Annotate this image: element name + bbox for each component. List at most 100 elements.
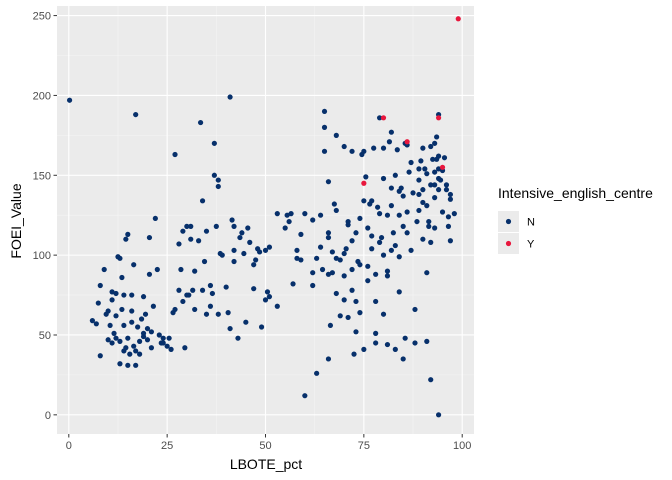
data-point-n [253,257,259,263]
data-point-n [282,225,288,231]
data-point-n [294,255,300,261]
data-point-n [215,183,221,190]
data-point-n [384,273,391,279]
data-point-n [286,218,292,225]
data-point-n [426,223,432,229]
data-point-n [172,151,178,158]
data-point-n [168,346,174,352]
data-point-n [176,287,182,293]
data-point-n [424,171,430,177]
data-point-n [380,145,387,151]
data-point-n [121,322,127,329]
data-point-n [180,298,186,305]
data-point-n [215,177,221,183]
data-point-n [262,297,269,303]
data-point-n [274,211,280,217]
data-point-n [396,289,402,295]
data-point-n [369,246,375,252]
data-point-n [182,345,188,351]
data-point-n [125,362,131,368]
data-point-n [321,124,328,130]
data-point-n [416,166,422,172]
data-point-n [329,270,335,276]
data-point-n [422,166,428,172]
x-tick-label: 75 [358,440,370,452]
data-point-n [435,166,442,172]
data-point-n [160,335,166,341]
data-point-n [109,340,115,346]
data-point-n [432,225,438,231]
data-point-n [310,270,316,276]
data-point-n [314,255,320,261]
data-point-n [384,341,391,348]
data-point-n [428,182,434,188]
data-point-n [123,236,129,242]
data-point-n [333,290,339,297]
data-point-n [192,306,198,313]
x-tick-label: 25 [161,440,173,452]
data-point-n [137,338,143,344]
data-point-n [345,222,351,228]
data-point-n [247,239,253,245]
data-point-n [310,282,316,289]
x-axis-title: LBOTE_pct [230,456,302,472]
data-point-n [428,143,434,150]
data-point-n [213,223,219,229]
x-tick-label: 100 [453,440,471,452]
data-point-n [325,234,332,241]
data-point-n [333,255,339,261]
data-point-n [451,211,457,217]
data-point-n [321,148,328,154]
y-tick-label: 150 [33,170,51,182]
data-point-n [107,322,113,329]
data-point-n [380,252,387,258]
data-point-n [434,134,440,140]
data-point-n [386,139,393,145]
data-point-y [404,139,410,145]
data-point-n [353,298,359,305]
data-point-n [111,330,117,336]
data-point-n [190,287,196,293]
data-point-n [341,273,347,279]
y-tick-label: 50 [39,330,51,342]
data-point-n [125,231,131,237]
data-point-n [343,246,349,252]
data-point-n [388,129,394,135]
data-point-n [321,108,328,115]
y-axis-title: FOEI_Value [8,183,24,258]
data-point-n [333,207,339,214]
data-point-n [392,346,398,352]
data-point-n [428,377,434,383]
data-point-n [231,247,237,253]
y-tick-label: 100 [33,250,51,262]
data-point-n [146,271,153,277]
data-point-n [274,303,280,309]
data-point-n [176,241,182,247]
data-point-n [125,335,131,341]
data-point-n [188,236,194,242]
data-point-n [443,187,450,193]
data-point-n [133,362,139,368]
data-point-n [400,223,406,229]
data-point-n [317,244,324,250]
data-point-n [388,203,394,209]
data-point-n [333,132,339,138]
data-point-n [445,214,452,220]
data-point-n [376,211,383,217]
data-point-n [138,316,145,322]
data-point-n [349,148,355,154]
data-point-n [140,294,147,300]
legend: Intensive_english_centre N Y [498,185,653,254]
data-point-n [148,345,155,351]
data-point-y [435,115,442,121]
data-point-n [408,159,414,166]
data-point-n [131,262,137,268]
data-point-n [227,325,233,332]
data-point-n [229,217,235,223]
data-point-n [294,247,300,253]
data-point-n [384,268,391,274]
x-tick-label: 50 [259,440,271,452]
data-point-n [325,179,332,185]
data-point-n [349,266,355,273]
